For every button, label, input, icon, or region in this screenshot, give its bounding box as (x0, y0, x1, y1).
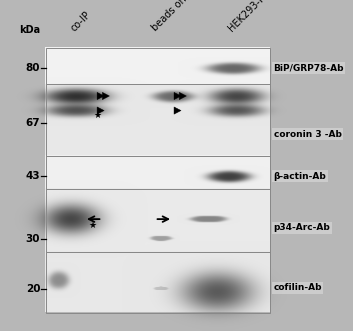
Text: 20: 20 (26, 284, 40, 294)
Bar (46, 189, 270, 252)
Text: coronin 3 -Ab: coronin 3 -Ab (274, 129, 341, 139)
Polygon shape (179, 92, 186, 100)
Text: 80: 80 (26, 63, 40, 73)
Text: cofilin-Ab: cofilin-Ab (274, 283, 322, 293)
Text: kDa: kDa (19, 25, 40, 35)
Text: ★: ★ (93, 111, 101, 120)
Bar (46, 156, 270, 189)
Bar (46, 156, 270, 189)
Polygon shape (174, 92, 181, 100)
Polygon shape (102, 92, 109, 100)
Text: 67: 67 (26, 118, 40, 128)
Bar (46, 48, 270, 84)
Bar (46, 252, 270, 313)
Text: 30: 30 (26, 234, 40, 244)
Text: β-actin-Ab: β-actin-Ab (274, 171, 326, 181)
Text: ★: ★ (89, 220, 97, 230)
Bar (46, 252, 270, 313)
Polygon shape (97, 107, 104, 114)
Polygon shape (97, 92, 104, 100)
Polygon shape (174, 107, 181, 114)
Text: beads only: beads only (150, 0, 195, 33)
Bar (46, 189, 270, 252)
Text: 43: 43 (26, 171, 40, 181)
Text: BiP/GRP78-Ab: BiP/GRP78-Ab (274, 63, 344, 72)
Bar (46, 84, 270, 156)
Bar (46, 84, 270, 156)
Bar (46, 48, 270, 84)
Text: co-IP: co-IP (69, 9, 93, 33)
Text: HEK293-NWDC: HEK293-NWDC (226, 0, 285, 33)
Text: p34-Arc-Ab: p34-Arc-Ab (274, 223, 330, 232)
